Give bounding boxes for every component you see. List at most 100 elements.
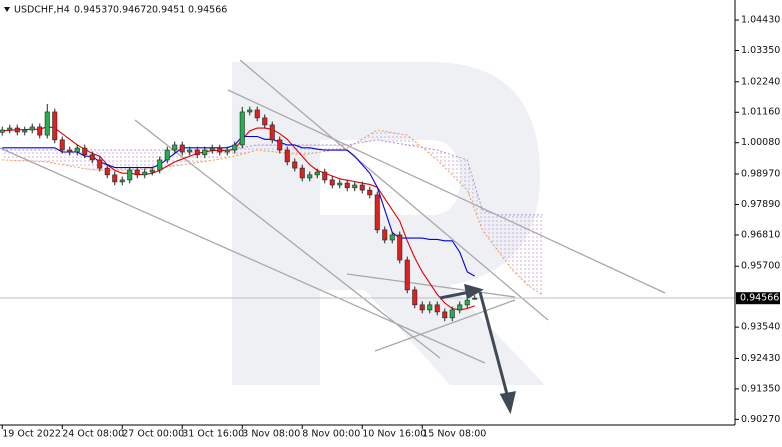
candle-body [367,189,373,196]
price-label-box [736,292,780,305]
arrow-shaft [439,290,471,300]
candle-body [217,147,223,153]
candle-body [464,299,470,306]
x-tick-label: 27 Oct 00:00 [122,429,184,440]
candle-body [112,174,118,183]
y-tick-label: 1.01160 [741,107,780,118]
candle-body [22,129,28,133]
candle-body [442,311,448,319]
x-tick-label: 24 Oct 08:00 [62,429,124,440]
y-tick-label: 1.03350 [741,45,780,56]
symbol-title: USDCHF,H4 [14,5,70,16]
candle-body [382,229,388,241]
axis-layer: 1.04430 1.03350 1.02240 1.01160 1.00080 0.989… [1,15,780,440]
x-tick-label: 10 Nov 16:00 [362,429,426,440]
forecast-arrow [439,283,516,415]
x-tick-label: 3 Nov 08:00 [242,429,300,440]
candle-body [419,304,425,311]
candle-body [277,139,283,151]
y-tick-label: 0.91350 [741,383,780,394]
candle-body [307,174,313,179]
candle-body [254,109,260,119]
x-tick-label: 8 Nov 00:00 [302,429,360,440]
candle-body [14,127,20,133]
candle-body [352,184,358,189]
candle-body [374,194,380,231]
candle-body [337,182,343,186]
arrow-shaft [478,291,510,399]
candle-body [472,297,478,300]
candle-body [239,111,245,146]
y-tick-label: 0.93540 [741,322,780,333]
candle-body [194,149,200,156]
arrow-head [464,283,484,300]
candle-body [202,149,208,156]
candle-body [29,126,35,131]
candle-body [67,149,73,153]
candle-body [389,234,395,241]
candle-body [412,289,418,306]
candle-body [142,171,148,176]
candle-body [74,147,80,153]
candle-body [134,169,140,176]
candle-body [52,111,58,141]
trend-line [0,147,486,364]
candle-body [359,184,365,191]
trend-line [134,119,441,359]
candle-body [157,159,163,171]
candle-body [269,124,275,141]
candle-body [427,304,433,311]
candle-body [314,171,320,176]
header-high: 0.94672 [113,5,152,16]
indicator-line [2,135,476,277]
candle-body [97,159,103,169]
trend-line [239,59,549,321]
candle-body [164,149,170,161]
trend-line [227,89,666,294]
y-tick-label: 0.95700 [741,261,780,272]
header-close: 0.94566 [188,5,227,16]
plot-layer [0,104,478,322]
candle-body [457,304,463,311]
y-tick-label: 0.98970 [741,169,780,180]
header-low: 0.9451 [152,5,185,16]
cloud-span-b [2,139,543,216]
candle-body [262,117,268,126]
candle-body [397,234,403,261]
y-tick-label: 0.96810 [741,229,780,240]
header-open: 0.94537 [74,5,113,16]
y-tick-label: 1.00080 [741,137,780,148]
candle-body [292,161,298,169]
candle-body [209,147,215,151]
candle-body [284,149,290,163]
candle-body [119,179,125,183]
candle-body [232,144,238,151]
candle-body [322,171,328,181]
candle-body [434,304,440,313]
candle-body [179,144,185,153]
header-arrow [4,7,10,12]
candle-body [104,167,110,176]
candle-body [187,149,193,153]
candle-body [149,169,155,173]
y-tick-label: 1.02240 [741,76,780,87]
arrow-head [499,391,516,415]
candle-body [172,144,178,151]
y-tick-label: 0.97890 [741,199,780,210]
x-tick-label: 19 Oct 2022 [2,429,61,440]
header: USDCHF,H4 0.94537 0.94672 0.9451 0.94566 [4,5,227,16]
price-label: 0.94566 [740,293,779,304]
indicator-line [2,126,475,311]
candle-body [224,149,230,153]
candle-body [404,259,410,291]
candle-body [82,147,88,156]
candle-body [59,139,65,151]
x-tick-label: 15 Nov 08:00 [422,429,486,440]
candle-body [0,129,5,133]
candle-body [89,154,95,161]
candle-body [7,127,13,131]
x-tick-label: 31 Oct 16:00 [182,429,244,440]
candle-body [127,169,133,181]
